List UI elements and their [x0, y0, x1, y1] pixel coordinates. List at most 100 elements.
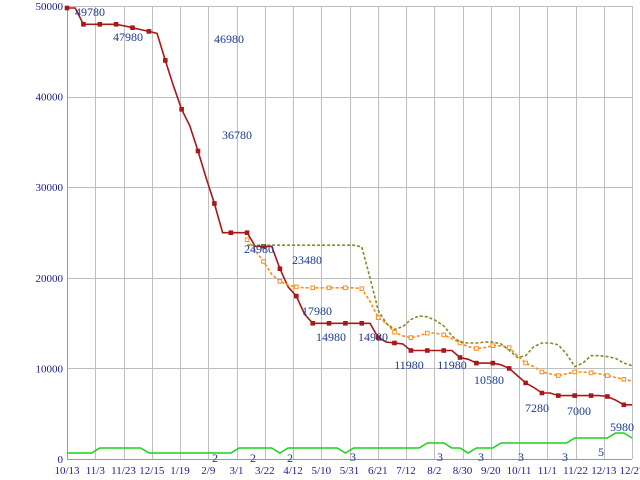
stock-count-label: 5	[598, 445, 604, 459]
x-tick-label: 11/1	[538, 465, 557, 477]
data-point-label: 24980	[244, 242, 274, 256]
series-marker-lowest-price	[392, 340, 397, 346]
data-point-label: 49780	[75, 5, 105, 19]
series-marker-lowest-price	[425, 348, 430, 353]
stock-count-label: 2	[287, 451, 293, 465]
series-marker-lowest-price	[244, 230, 250, 235]
series-marker-lowest-price	[277, 266, 283, 271]
x-tick-label: 12/27	[619, 465, 640, 477]
data-point-label: 17980	[302, 304, 332, 318]
series-marker-lowest-price	[375, 335, 381, 340]
data-point-label: 11980	[437, 358, 467, 372]
series-marker-lowest-price	[605, 394, 610, 399]
series-marker-lowest-price	[146, 29, 152, 34]
series-marker-lowest-price	[621, 402, 627, 408]
series-line-lowest-price	[67, 7, 632, 406]
series-marker-lowest-price	[343, 321, 348, 326]
series-line-highest-price	[247, 244, 633, 368]
series-marker-average-price	[294, 284, 299, 290]
series-marker-lowest-price	[556, 393, 561, 398]
series-marker-lowest-price	[539, 390, 545, 396]
y-tick-label: 0	[58, 454, 64, 466]
data-point-label: 14980	[316, 330, 346, 344]
series-marker-lowest-price	[588, 393, 594, 398]
series-marker-average-price	[343, 285, 348, 291]
series-marker-average-price	[556, 373, 561, 378]
data-point-label: 7280	[525, 401, 549, 415]
series-marker-lowest-price	[572, 393, 578, 398]
x-tick-label: 3/22	[255, 465, 275, 477]
x-tick-label: 2/9	[201, 465, 216, 477]
y-axis-tick-labels: 0 10000 20000 30000 40000 50000	[36, 1, 64, 466]
series-marker-average-price	[588, 370, 594, 376]
series-marker-lowest-price	[294, 293, 299, 299]
series-marker-lowest-price	[163, 58, 168, 63]
series-marker-lowest-price	[195, 148, 201, 154]
series-marker-lowest-price	[523, 380, 528, 386]
x-tick-label: 5/10	[312, 465, 332, 477]
x-tick-label: 11/23	[111, 465, 136, 477]
data-point-label: 14980	[358, 330, 388, 344]
series-group	[64, 5, 633, 454]
series-marker-lowest-price	[310, 321, 315, 326]
stock-count-label: 3	[562, 450, 568, 464]
series-marker-average-price	[474, 346, 479, 351]
grid-lines	[67, 6, 633, 460]
data-point-label: 10580	[474, 373, 504, 387]
y-tick-label: 50000	[36, 1, 64, 13]
stock-count-label: 2	[250, 451, 256, 465]
data-point-label: 7000	[567, 404, 591, 418]
data-point-label: 47980	[113, 30, 143, 44]
series-marker-lowest-price	[228, 230, 234, 235]
y-tick-label: 20000	[36, 273, 64, 285]
stock-count-label: 3	[350, 450, 356, 464]
series-marker-lowest-price	[64, 5, 70, 11]
x-tick-label: 8/30	[453, 465, 473, 477]
series-marker-average-price	[425, 330, 430, 336]
series-marker-average-price	[539, 369, 545, 375]
series-marker-average-price	[523, 360, 528, 366]
series-marker-average-price	[392, 329, 397, 335]
series-marker-average-price	[490, 343, 496, 348]
x-tick-label: 11/22	[563, 465, 588, 477]
series-marker-average-price	[261, 259, 266, 264]
series-marker-lowest-price	[212, 201, 217, 206]
x-tick-label: 5/31	[340, 465, 360, 477]
x-tick-label: 3/1	[229, 465, 243, 477]
series-marker-lowest-price	[359, 321, 365, 326]
series-marker-average-price	[326, 285, 332, 291]
data-point-label: 11980	[394, 358, 424, 372]
x-tick-label: 10/11	[507, 465, 532, 477]
stock-count-label: 3	[518, 450, 524, 464]
series-marker-lowest-price	[179, 107, 184, 112]
data-point-label: 5980	[610, 420, 634, 434]
data-point-label: 36780	[222, 128, 252, 142]
data-point-labels: 49780 47980 46980 36780 24980 23480 17980 14980…	[75, 5, 634, 434]
x-tick-label: 10/13	[54, 465, 80, 477]
series-marker-lowest-price	[113, 22, 119, 27]
y-tick-label: 30000	[36, 182, 64, 194]
stock-count-label: 3	[437, 450, 443, 464]
stock-count-label: 3	[478, 450, 484, 464]
y-tick-label: 40000	[36, 92, 64, 104]
series-marker-lowest-price	[130, 25, 135, 30]
series-marker-lowest-price	[97, 22, 103, 27]
x-tick-label: 6/21	[368, 465, 388, 477]
series-marker-lowest-price	[408, 348, 414, 353]
x-tick-label: 1/19	[170, 465, 190, 477]
series-marker-average-price	[408, 335, 414, 340]
y-tick-label: 10000	[36, 363, 64, 375]
stock-count-labels: 2 2 2 3 3 3 3 3 5	[212, 445, 604, 465]
series-marker-average-price	[441, 332, 446, 338]
stock-count-label: 2	[212, 451, 218, 465]
x-tick-label: 9/20	[481, 465, 501, 477]
series-marker-average-price	[244, 237, 250, 242]
series-marker-lowest-price	[474, 360, 479, 366]
series-line-stock-count	[67, 432, 633, 454]
series-marker-lowest-price	[490, 360, 496, 366]
series-marker-average-price	[375, 315, 381, 320]
series-marker-average-price	[506, 345, 512, 350]
series-marker-average-price	[277, 279, 283, 284]
